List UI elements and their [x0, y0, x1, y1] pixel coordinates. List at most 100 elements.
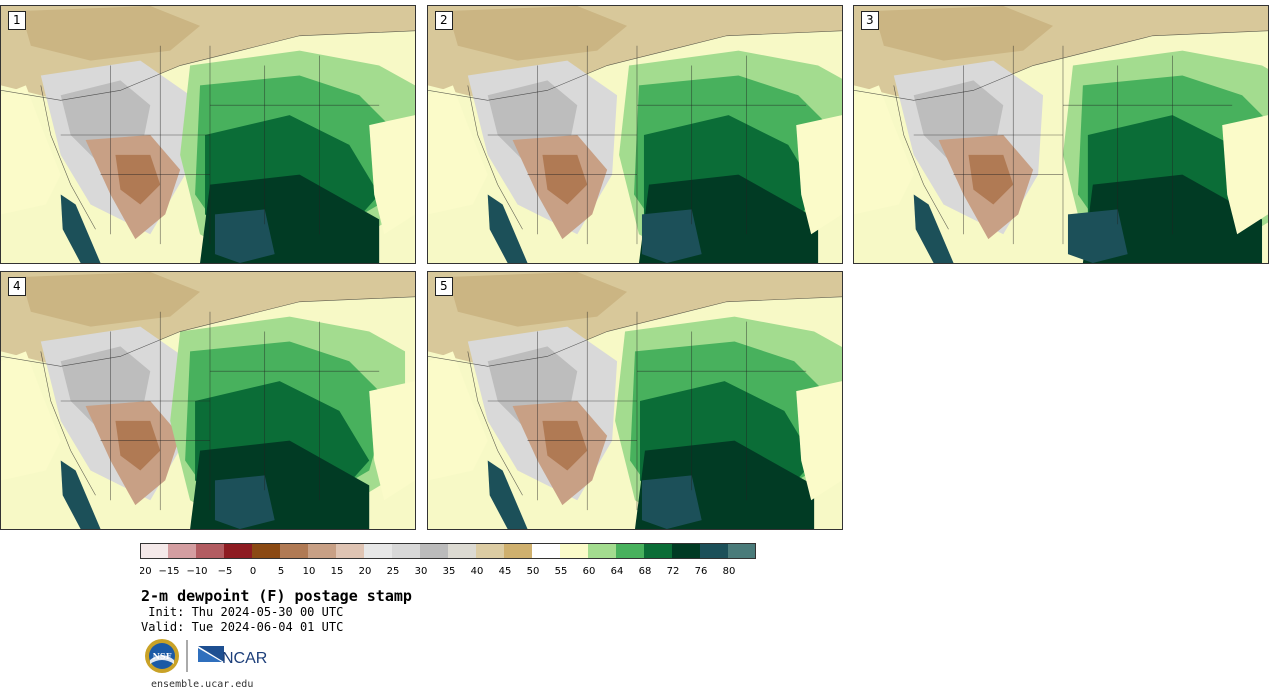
- dewpoint-region: [641, 209, 702, 263]
- dewpoint-region: [487, 460, 528, 529]
- colorbar-tick-label: 72: [667, 566, 680, 577]
- colorbar-tick-label: 68: [639, 566, 652, 577]
- website-url: ensemble.ucar.edu: [151, 679, 254, 690]
- colorbar-tick-label: 64: [611, 566, 624, 577]
- colorbar-swatch: [140, 543, 169, 559]
- dewpoint-region: [796, 381, 842, 501]
- dewpoint-region: [115, 420, 161, 471]
- colorbar-swatch: [364, 543, 393, 559]
- colorbar-swatch: [336, 543, 365, 559]
- colorbar-swatch: [672, 543, 701, 559]
- dewpoint-region: [873, 6, 1054, 61]
- state-boundary: [893, 85, 949, 230]
- dewpoint-region: [968, 154, 1014, 205]
- dewpoint-map: [428, 272, 842, 529]
- colorbar-tick-label: 45: [499, 566, 512, 577]
- dewpoint-map: [1, 272, 415, 529]
- dewpoint-region: [60, 460, 101, 529]
- panel-number: 1: [8, 11, 26, 30]
- colorbar-swatch: [504, 543, 533, 559]
- panel-number: 3: [861, 11, 879, 30]
- dewpoint-map: [1, 6, 415, 263]
- map-panel-1: 1: [0, 5, 416, 264]
- dewpoint-region: [20, 272, 201, 327]
- panel-number: 4: [8, 277, 26, 296]
- nsf-logo: NSF: [145, 639, 179, 673]
- dewpoint-region: [1222, 115, 1268, 235]
- colorbar-tick-label: 0: [250, 566, 256, 577]
- map-panel-5: 5: [427, 271, 843, 530]
- colorbar-swatch: [644, 543, 673, 559]
- colorbar-swatch: [588, 543, 617, 559]
- colorbar-swatch: [196, 543, 225, 559]
- state-boundary: [1, 30, 415, 101]
- colorbar-swatch: [728, 543, 756, 559]
- colorbar-tick-label: 40: [471, 566, 484, 577]
- dewpoint-region: [369, 115, 415, 235]
- dewpoint-region: [428, 85, 488, 215]
- colorbar-tick-label: 60: [583, 566, 596, 577]
- state-boundary: [467, 85, 523, 230]
- dewpoint-region: [487, 194, 528, 263]
- dewpoint-region: [60, 194, 101, 263]
- colorbar-tick-label: 10: [303, 566, 316, 577]
- colorbar-tick-label: 80: [723, 566, 736, 577]
- ncar-logo-text: NCAR: [222, 650, 267, 667]
- colorbar-swatch: [168, 543, 197, 559]
- dewpoint-region: [214, 209, 275, 263]
- dewpoint-region: [447, 6, 628, 61]
- dewpoint-region: [369, 381, 415, 501]
- map-panel-4: 4: [0, 271, 416, 530]
- colorbar-tick-label: 50: [527, 566, 540, 577]
- colorbar-tick-label: 5: [278, 566, 284, 577]
- nsf-logo-text: NSF: [153, 651, 172, 661]
- state-boundary: [428, 296, 842, 367]
- dewpoint-region: [913, 194, 954, 263]
- plot-title: 2-m dewpoint (F) postage stamp: [141, 587, 412, 605]
- colorbar-tick-label: 25: [387, 566, 400, 577]
- state-boundary: [1, 296, 415, 367]
- state-boundary: [467, 351, 523, 496]
- colorbar-swatch: [560, 543, 589, 559]
- colorbar-swatch: [420, 543, 449, 559]
- colorbar-tick-label: −5: [218, 566, 233, 577]
- colorbar-swatch: [252, 543, 281, 559]
- dewpoint-region: [854, 85, 914, 215]
- dewpoint-region: [542, 154, 588, 205]
- map-panel-3: 3: [853, 5, 1269, 264]
- colorbar-tick-label: 35: [443, 566, 456, 577]
- colorbar-swatch: [308, 543, 337, 559]
- dewpoint-region: [1, 351, 61, 481]
- dewpoint-region: [214, 475, 275, 529]
- dewpoint-region: [20, 6, 201, 61]
- colorbar-tick-label: −10: [186, 566, 207, 577]
- dewpoint-region: [447, 272, 628, 327]
- colorbar-tick-label: −20: [140, 566, 152, 577]
- state-boundary: [40, 85, 96, 230]
- dewpoint-region: [796, 115, 842, 235]
- colorbar-swatch: [532, 543, 561, 559]
- dewpoint-region: [641, 475, 702, 529]
- dewpoint-region: [115, 154, 161, 205]
- colorbar-tick-label: 55: [555, 566, 568, 577]
- valid-time: Valid: Tue 2024-06-04 01 UTC: [141, 620, 344, 634]
- map-panel-2: 2: [427, 5, 843, 264]
- colorbar-swatch: [392, 543, 421, 559]
- colorbar-tick-labels: −20 −15 −10 −5 0 5 10 15 20 25 30 35 40 45 50 55 60 64 68 7…: [140, 566, 736, 577]
- colorbar-swatch: [616, 543, 645, 559]
- colorbar-swatch: [448, 543, 477, 559]
- panel-number: 5: [435, 277, 453, 296]
- init-time: Init: Thu 2024-05-30 00 UTC: [141, 605, 344, 619]
- logos: NSF NCAR: [144, 638, 276, 674]
- dewpoint-region: [1, 85, 61, 215]
- dewpoint-map: [854, 6, 1268, 263]
- colorbar-tick-label: 15: [331, 566, 344, 577]
- state-boundary: [40, 351, 96, 496]
- colorbar-swatch: [476, 543, 505, 559]
- colorbar-tick-label: −15: [158, 566, 179, 577]
- colorbar-swatch: [280, 543, 309, 559]
- ncar-logo: NCAR: [198, 646, 267, 667]
- colorbar-swatch: [700, 543, 729, 559]
- colorbar-tick-label: 20: [359, 566, 372, 577]
- dewpoint-region: [1067, 209, 1128, 263]
